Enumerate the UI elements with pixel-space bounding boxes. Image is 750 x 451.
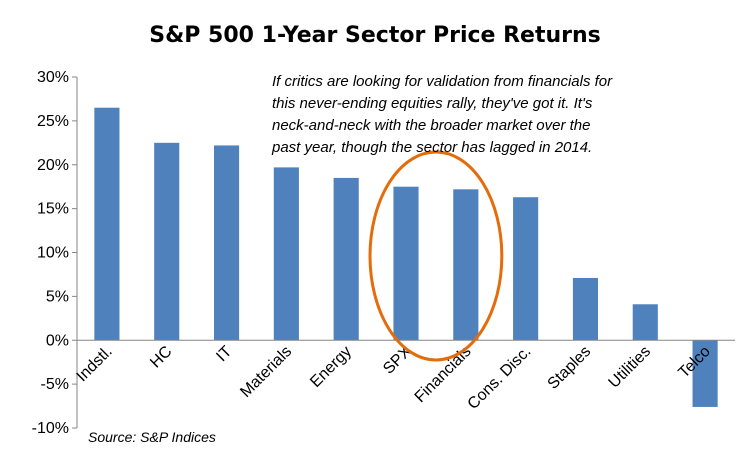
- x-tick-label: Staples: [545, 343, 595, 393]
- y-tick-label: -5%: [41, 376, 69, 393]
- annotation-line: this never-ending equities rally, they'v…: [272, 95, 593, 112]
- x-tick-label: Materials: [237, 343, 295, 401]
- bar-hc: [154, 142, 180, 341]
- bar-cons-disc: [513, 197, 539, 341]
- annotation-line: If critics are looking for validation fr…: [272, 73, 613, 90]
- y-tick-label: 30%: [37, 69, 69, 86]
- y-tick-label: 25%: [37, 113, 69, 130]
- x-tick-label: SPX: [380, 343, 415, 378]
- bar-spx: [393, 186, 419, 341]
- y-tick-label: 5%: [46, 288, 69, 305]
- annotation-line: past year, though the sector has lagged …: [271, 139, 592, 156]
- x-tick-label: IT: [213, 343, 235, 365]
- bar-indstl: [94, 107, 120, 341]
- y-tick-label: 20%: [37, 157, 69, 174]
- bar-energy: [333, 177, 359, 341]
- y-tick-label: 10%: [37, 245, 69, 262]
- x-tick-label: HC: [147, 343, 175, 371]
- bar-financials: [453, 189, 479, 341]
- bar-it: [213, 145, 240, 341]
- annotation-line: neck-and-neck with the broader market ov…: [272, 117, 591, 134]
- y-tick-label: -10%: [32, 420, 69, 437]
- chart-title: S&P 500 1-Year Sector Price Returns: [149, 23, 601, 48]
- source-label: Source: S&P Indices: [88, 429, 216, 445]
- x-tick-label: Financials: [412, 343, 475, 406]
- bar-staples: [572, 277, 599, 341]
- bar-telco: [692, 340, 718, 407]
- bar-materials: [273, 167, 299, 341]
- highlight-ellipse: [368, 150, 504, 362]
- x-tick-label: Cons. Disc.: [465, 343, 535, 413]
- y-tick-label: 0%: [46, 332, 69, 349]
- bar-utilities: [632, 304, 658, 341]
- x-tick-label: Indstl.: [74, 343, 116, 385]
- x-tick-label: Energy: [307, 343, 355, 391]
- y-tick-label: 15%: [37, 201, 69, 218]
- x-tick-label: Utilities: [606, 343, 654, 391]
